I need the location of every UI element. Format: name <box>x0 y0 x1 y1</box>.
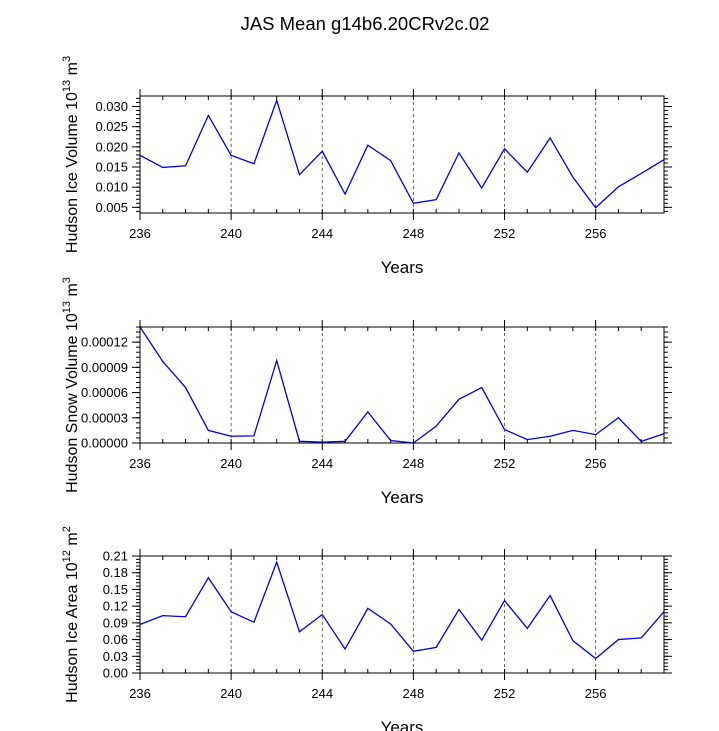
ice-volume-y-tick-label: 0.005 <box>95 200 128 215</box>
ice-volume-x-tick-label: 236 <box>129 226 151 241</box>
ice-volume-x-tick-label: 252 <box>494 226 516 241</box>
snow-volume-y-tick-label: 0.00003 <box>81 410 128 425</box>
ice-area-x-tick-label: 236 <box>129 686 151 701</box>
ice-volume-panel: 236 240 244 248 252 256 0.005 0.010 0.015 0.020 0.… <box>61 56 672 277</box>
ice-volume-y-axis-title: Hudson Ice Volume 1013 m3 <box>61 56 81 253</box>
snow-volume-x-tick-label: 252 <box>494 456 516 471</box>
ice-volume-y-tick-label: 0.020 <box>95 139 128 154</box>
ice-volume-x-tick-label: 248 <box>403 226 425 241</box>
ice-volume-series-line <box>139 98 665 209</box>
ice-area-series-line <box>139 560 665 660</box>
ice-area-y-axis-title: Hudson Ice Area 1012 m2 <box>61 526 81 703</box>
ice-volume-x-tick-label: 240 <box>220 226 242 241</box>
snow-volume-y-tick-label: 0.00012 <box>81 335 128 350</box>
ice-area-x-tick-label: 248 <box>403 686 425 701</box>
ice-volume-y-tick-label: 0.025 <box>95 119 128 134</box>
ice-area-y-tick-label: 0.18 <box>103 565 128 580</box>
ice-area-y-tick-label: 0.03 <box>103 649 128 664</box>
ice-volume-x-tick-label: 244 <box>311 226 333 241</box>
ice-area-plot-frame <box>139 555 665 674</box>
snow-volume-y-tick-label: 0.00009 <box>81 360 128 375</box>
ice-area-x-tick-label: 244 <box>311 686 333 701</box>
snow-volume-x-tick-label: 256 <box>585 456 607 471</box>
snow-volume-y-axis-title: Hudson Snow Volume 1013 m3 <box>61 277 81 493</box>
snow-volume-x-tick-label: 236 <box>129 456 151 471</box>
ice-volume-x-axis-title: Years <box>381 258 424 277</box>
snow-volume-x-tick-label: 244 <box>311 456 333 471</box>
ice-area-panel: 236 240 244 248 252 256 0.00 0.03 0.06 0.090.12 0.… <box>61 526 672 731</box>
ice-area-x-tick-label: 256 <box>585 686 607 701</box>
ice-area-x-tick-label: 252 <box>494 686 516 701</box>
ice-area-x-axis-title: Years <box>381 718 424 731</box>
ice-area-y-tick-label: 0.09 <box>103 615 128 630</box>
snow-volume-panel: 236 240 244 248 252 256 0.00000 0.00003 0.00006 0… <box>61 277 672 507</box>
snow-volume-x-tick-label: 240 <box>220 456 242 471</box>
ice-area-y-tick-label: 0.00 <box>103 666 128 681</box>
figure-title: JAS Mean g14b6.20CRv2c.02 <box>241 13 490 34</box>
ice-area-y-tick-label: 0.12 <box>103 599 128 614</box>
snow-volume-y-tick-label: 0.00006 <box>81 385 128 400</box>
ice-volume-y-tick-label: 0.010 <box>95 180 128 195</box>
ice-area-y-tick-label: 0.06 <box>103 632 128 647</box>
snow-volume-y-tick-label: 0.00000 <box>81 436 128 451</box>
snow-volume-x-axis-title: Years <box>381 488 424 507</box>
ice-volume-y-tick-label: 0.015 <box>95 160 128 175</box>
snow-volume-x-tick-label: 248 <box>403 456 425 471</box>
snow-volume-series-line <box>139 326 665 444</box>
ice-area-y-tick-label: 0.15 <box>103 582 128 597</box>
ice-volume-y-tick-label: 0.030 <box>95 99 128 114</box>
ice-volume-x-tick-label: 256 <box>585 226 607 241</box>
ice-area-y-tick-label: 0.21 <box>103 549 128 564</box>
ice-volume-plot-frame <box>139 95 665 214</box>
snow-volume-plot-frame <box>139 326 665 444</box>
ice-area-x-tick-label: 240 <box>220 686 242 701</box>
